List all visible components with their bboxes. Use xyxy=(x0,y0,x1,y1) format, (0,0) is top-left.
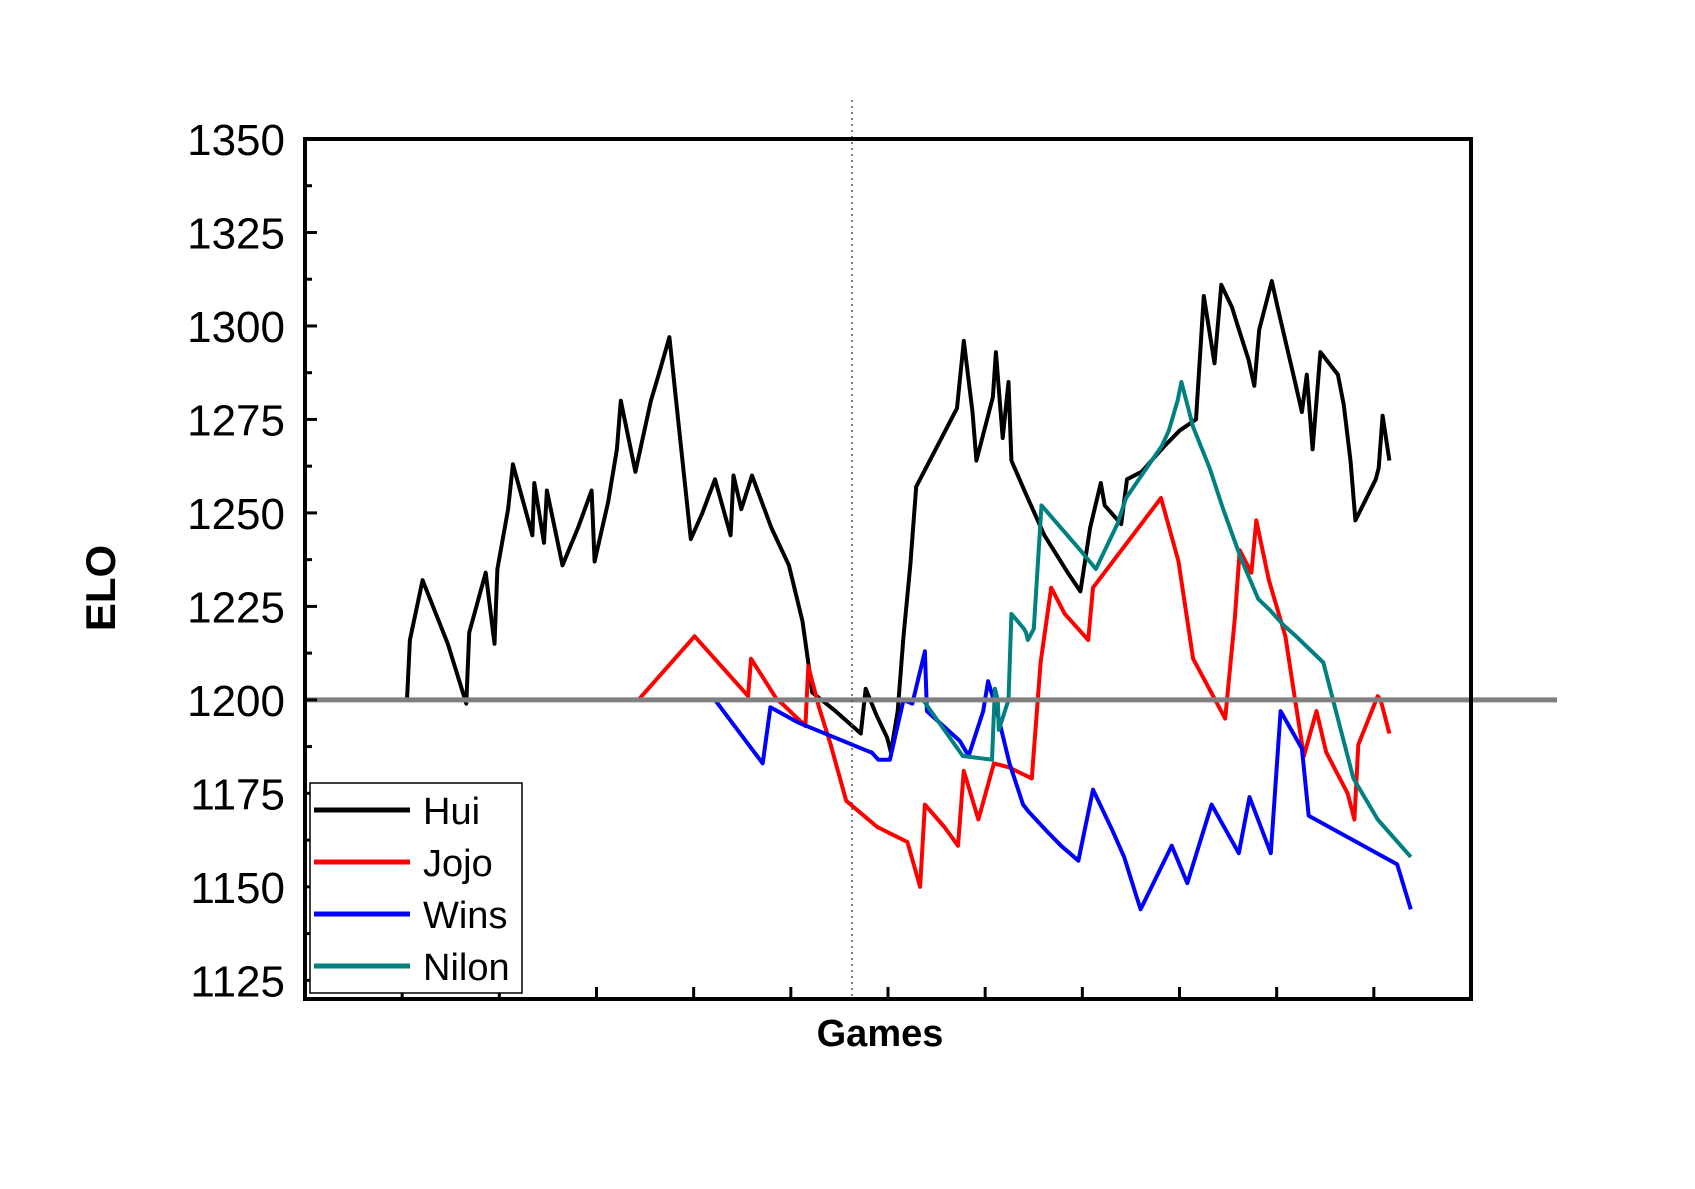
y-tick-label: 1225 xyxy=(187,583,285,632)
y-tick-label: 1125 xyxy=(190,957,285,1006)
axis-layer: 1125 1150 1175 1200 1225 1250 1275 1300 1325 1350 xyxy=(187,116,1376,1006)
y-tick-label: 1150 xyxy=(190,864,285,913)
y-tick-label: 1300 xyxy=(187,303,285,352)
y-tick-label: 1250 xyxy=(187,490,285,539)
legend: Hui Jojo Wins Nilon xyxy=(309,782,523,994)
y-tick-label: 1275 xyxy=(187,396,285,445)
legend-label-nilon: Nilon xyxy=(423,947,510,989)
y-axis-label: ELO xyxy=(77,545,124,631)
reference-layer xyxy=(305,100,1557,999)
series-line-wins xyxy=(713,649,1413,912)
y-tick-label: 1200 xyxy=(187,677,285,726)
legend-label-jojo: Jojo xyxy=(423,843,493,885)
series-line-hui xyxy=(405,279,1392,755)
legend-box xyxy=(309,782,523,994)
legend-label-hui: Hui xyxy=(423,791,480,833)
x-axis-label: Games xyxy=(817,1013,944,1055)
y-tick-label: 1350 xyxy=(187,116,285,165)
legend-label-wins: Wins xyxy=(423,895,507,937)
series-line-nilon xyxy=(921,380,1413,859)
y-tick-label: 1175 xyxy=(190,770,285,819)
y-tick-label: 1325 xyxy=(187,209,285,258)
